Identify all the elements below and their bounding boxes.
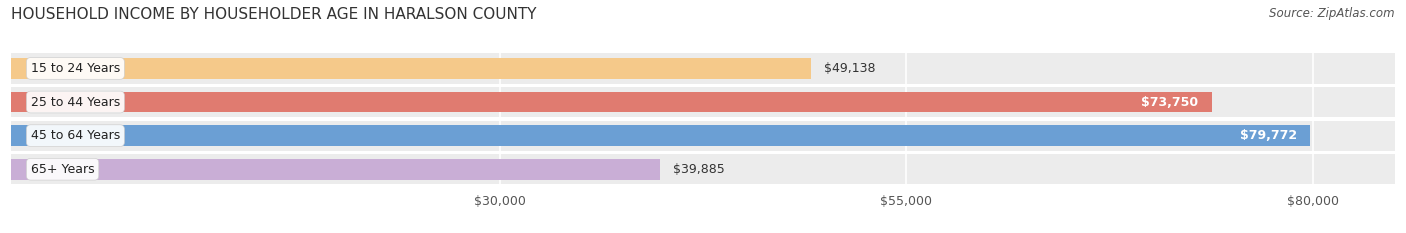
Bar <box>11 87 1395 117</box>
Text: 15 to 24 Years: 15 to 24 Years <box>31 62 120 75</box>
Text: 45 to 64 Years: 45 to 64 Years <box>31 129 120 142</box>
Bar <box>11 92 1212 113</box>
Text: HOUSEHOLD INCOME BY HOUSEHOLDER AGE IN HARALSON COUNTY: HOUSEHOLD INCOME BY HOUSEHOLDER AGE IN H… <box>11 7 537 22</box>
Bar <box>11 58 811 79</box>
Bar <box>11 125 1309 146</box>
Text: 25 to 44 Years: 25 to 44 Years <box>31 96 120 109</box>
Text: $49,138: $49,138 <box>824 62 876 75</box>
Text: $39,885: $39,885 <box>673 163 725 176</box>
Text: 65+ Years: 65+ Years <box>31 163 94 176</box>
Bar <box>11 159 661 180</box>
Text: $73,750: $73,750 <box>1142 96 1199 109</box>
Text: Source: ZipAtlas.com: Source: ZipAtlas.com <box>1270 7 1395 20</box>
Bar <box>11 154 1395 184</box>
Bar <box>11 120 1395 151</box>
Bar <box>11 53 1395 84</box>
Text: $79,772: $79,772 <box>1240 129 1296 142</box>
